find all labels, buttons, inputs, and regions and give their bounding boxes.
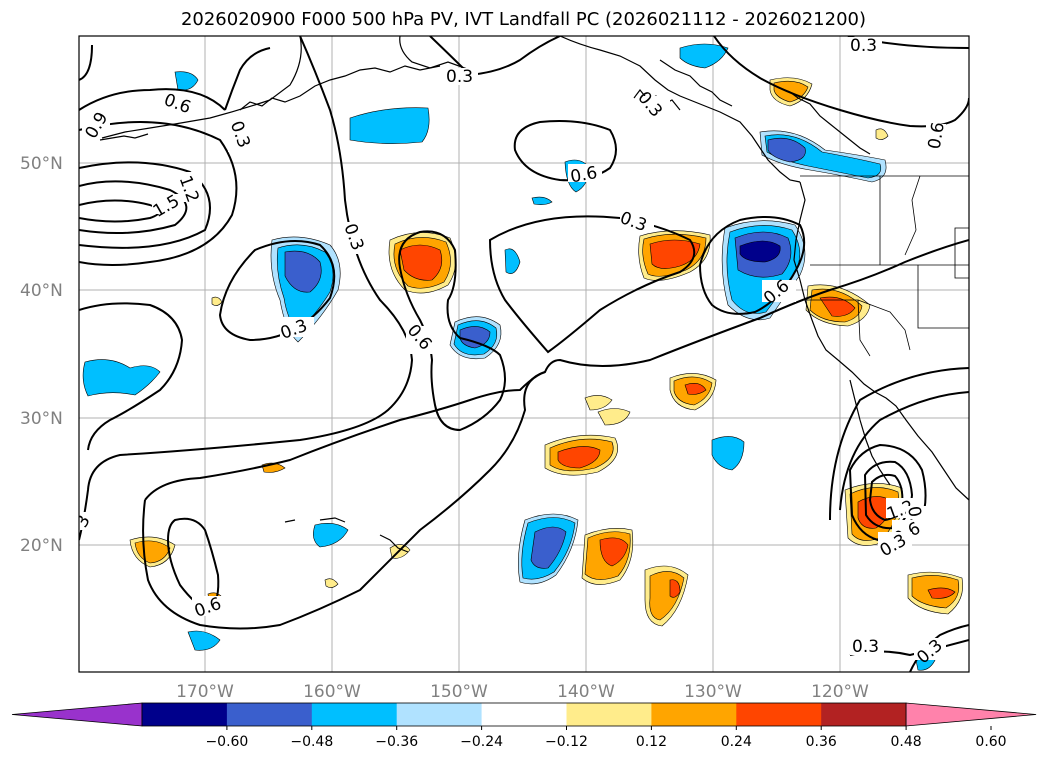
lon-label: 120°W (811, 682, 869, 702)
negative-anomaly-region (504, 248, 521, 274)
negative-anomaly-region (518, 513, 579, 585)
colorbar: −0.60 −0.48 −0.36 −0.24 −0.12 0.12 0.24 0.36 0.4… (11, 702, 1037, 750)
negative-anomaly-region (531, 196, 553, 205)
contour-label: 0.6 (569, 163, 599, 187)
lon-label: 160°W (303, 682, 361, 702)
positive-anomaly-region (644, 565, 689, 627)
positive-anomaly-region (669, 373, 717, 411)
map-frame (78, 35, 970, 673)
positive-anomaly-region (544, 434, 618, 476)
lon-label: 170°W (176, 682, 234, 702)
colorbar-extend-high (905, 702, 1037, 727)
negative-anomaly-region (187, 630, 221, 651)
colorbar-tick-label: −0.60 (205, 734, 248, 750)
colorbar-segment (566, 703, 652, 726)
colorbar-tick-label: 0.36 (806, 734, 837, 750)
colorbar-outline (141, 702, 907, 727)
coastlines (99, 36, 969, 553)
filled-contours (82, 43, 963, 671)
lat-label: 20°N (20, 536, 63, 556)
contour-label: 0.3 (852, 637, 879, 657)
positive-anomaly-region (581, 528, 634, 585)
colorbar-extend-low (11, 702, 143, 727)
negative-anomaly-region (82, 359, 161, 397)
contour-label: 0.3 (446, 67, 473, 87)
colorbar-tick-label: −0.36 (375, 734, 418, 750)
colorbar-segment (651, 703, 737, 726)
colorbar-segment (481, 703, 567, 726)
lon-label: 140°W (557, 682, 615, 702)
positive-anomaly-region (388, 232, 456, 294)
negative-anomaly-region (313, 523, 349, 548)
positive-anomaly-region (805, 284, 871, 327)
colorbar-segment (396, 703, 483, 726)
colorbar-tick-label: 0.48 (891, 734, 922, 750)
negative-anomaly-region (711, 436, 745, 471)
lat-label: 30°N (20, 409, 63, 429)
colorbar-tick-label: −0.24 (460, 734, 503, 750)
positive-anomaly-region (324, 578, 339, 588)
negative-anomaly-region (349, 107, 430, 144)
colorbar-segment (821, 703, 907, 726)
political-borders (800, 175, 969, 357)
colorbar-tick-label: 0.24 (721, 734, 752, 750)
colorbar-segment (311, 703, 398, 726)
positive-anomaly-region (597, 408, 631, 426)
latitude-labels: 50°N 40°N 30°N 20°N (20, 154, 63, 556)
negative-anomaly-region (449, 316, 502, 359)
contour-label: 0.3 (850, 36, 877, 56)
longitude-labels: 170°W 160°W 150°W 140°W 130°W 120°W (176, 682, 869, 702)
colorbar-segment (736, 703, 822, 726)
colorbar-tick-label: −0.48 (290, 734, 333, 750)
positive-anomaly-region (875, 128, 889, 140)
contour-label: 0.6 (925, 121, 949, 151)
lat-label: 40°N (20, 281, 63, 301)
colorbar-tick-label: −0.12 (545, 734, 588, 750)
positive-anomaly-region (584, 395, 613, 411)
colorbar-segment (226, 703, 313, 726)
colorbar-tick-label: 0.12 (636, 734, 667, 750)
negative-anomaly-region (679, 43, 729, 69)
map-title: 2026020900 F000 500 hPa PV, IVT Landfall… (180, 9, 867, 30)
positive-anomaly-region (907, 571, 963, 615)
lon-label: 150°W (430, 682, 488, 702)
colorbar-segment (142, 703, 228, 726)
lon-label: 130°W (684, 682, 742, 702)
negative-anomaly-region (270, 236, 341, 343)
lat-label: 50°N (20, 154, 63, 174)
colorbar-tick-label: 0.60 (975, 734, 1006, 750)
negative-anomaly-region (759, 130, 887, 183)
